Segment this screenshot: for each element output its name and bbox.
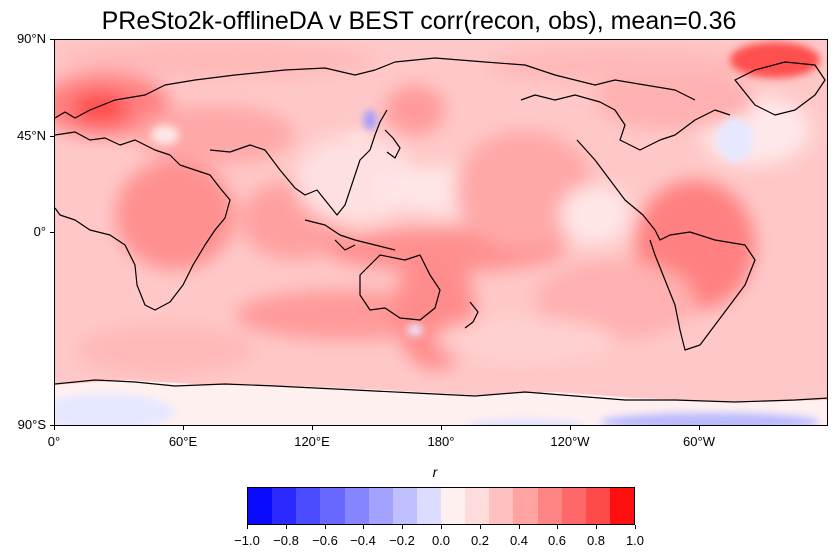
x-label-0: 0° bbox=[47, 434, 61, 449]
x-tick bbox=[54, 426, 55, 430]
colorbar-segment bbox=[368, 488, 393, 524]
map-title: PReSto2k-offlineDA v BEST corr(recon, ob… bbox=[101, 7, 737, 35]
y-label-0: 0° bbox=[33, 224, 46, 239]
colorbar bbox=[247, 487, 635, 525]
colorbar-tick-label: 0.6 bbox=[547, 533, 567, 548]
colorbar-tick-label: −0.2 bbox=[389, 533, 415, 548]
colorbar-segment bbox=[609, 488, 634, 524]
colorbar-segment bbox=[537, 488, 562, 524]
y-tick bbox=[50, 232, 54, 233]
x-label-120e: 120°E bbox=[294, 434, 330, 449]
colorbar-segment bbox=[248, 488, 273, 524]
x-label-60e: 60°E bbox=[168, 434, 198, 449]
colorbar-tick bbox=[635, 525, 636, 529]
y-label-45n: 45°N bbox=[16, 128, 46, 143]
colorbar-tick bbox=[519, 525, 520, 529]
colorbar-tick-label: 0.8 bbox=[586, 533, 606, 548]
colorbar-segment bbox=[465, 488, 490, 524]
colorbar-tick bbox=[441, 525, 442, 529]
colorbar-tick-label: 0.4 bbox=[509, 533, 529, 548]
y-tick bbox=[50, 39, 54, 40]
colorbar-tick bbox=[247, 525, 248, 529]
x-label-60w: 60°W bbox=[683, 434, 715, 449]
colorbar-tick bbox=[557, 525, 558, 529]
field-detail bbox=[151, 42, 820, 336]
colorbar-segment bbox=[513, 488, 538, 524]
colorbar-tick-label: −0.6 bbox=[312, 533, 338, 548]
colorbar-tick bbox=[596, 525, 597, 529]
colorbar-label: r bbox=[432, 464, 438, 480]
colorbar-tick-label: −0.4 bbox=[350, 533, 376, 548]
x-label-180: 180° bbox=[427, 434, 455, 449]
colorbar-segment bbox=[489, 488, 514, 524]
x-tick bbox=[570, 426, 571, 430]
y-label-90n: 90°N bbox=[16, 31, 46, 46]
colorbar-tick bbox=[325, 525, 326, 529]
colorbar-segment bbox=[416, 488, 441, 524]
colorbar-tick-label: −1.0 bbox=[234, 533, 260, 548]
correlation-map bbox=[54, 39, 828, 426]
colorbar-segment bbox=[392, 488, 417, 524]
colorbar-segment bbox=[320, 488, 345, 524]
colorbar-tick bbox=[480, 525, 481, 529]
x-tick bbox=[699, 426, 700, 430]
colorbar-tick-label: −0.8 bbox=[273, 533, 299, 548]
antarctic-field bbox=[55, 380, 827, 425]
y-tick bbox=[50, 136, 54, 137]
colorbar-segment bbox=[585, 488, 610, 524]
colorbar-segment bbox=[296, 488, 321, 524]
colorbar-tick bbox=[402, 525, 403, 529]
coastlines bbox=[55, 57, 827, 403]
colorbar-tick bbox=[286, 525, 287, 529]
colorbar-segment bbox=[441, 488, 466, 524]
colorbar-tick-label: 0.0 bbox=[431, 533, 451, 548]
y-tick bbox=[50, 425, 54, 426]
x-tick bbox=[441, 426, 442, 430]
x-label-120w: 120°W bbox=[550, 434, 590, 449]
x-tick bbox=[312, 426, 313, 430]
colorbar-segment bbox=[344, 488, 369, 524]
y-label-90s: 90°S bbox=[17, 417, 46, 432]
colorbar-segment bbox=[561, 488, 586, 524]
x-tick bbox=[183, 426, 184, 430]
colorbar-tick-label: 1.0 bbox=[625, 533, 645, 548]
correlation-field bbox=[55, 40, 827, 425]
colorbar-tick bbox=[363, 525, 364, 529]
field-blobs bbox=[55, 42, 810, 375]
colorbar-tick-label: 0.2 bbox=[470, 533, 490, 548]
colorbar-segment bbox=[272, 488, 297, 524]
